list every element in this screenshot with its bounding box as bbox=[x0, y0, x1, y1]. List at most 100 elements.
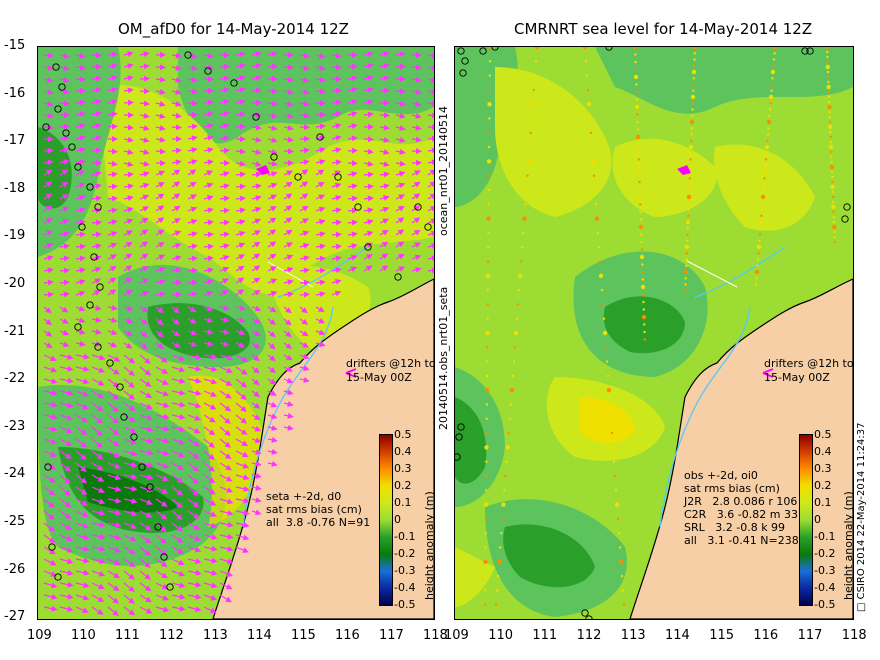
current-arrow bbox=[187, 438, 200, 447]
current-arrow bbox=[251, 161, 262, 167]
altimeter-point bbox=[830, 170, 834, 174]
current-arrow bbox=[363, 87, 374, 93]
current-arrow bbox=[219, 570, 234, 577]
current-arrow bbox=[267, 63, 278, 70]
x-tick-label: 113 bbox=[620, 628, 646, 643]
current-arrow bbox=[91, 195, 102, 202]
current-arrow bbox=[395, 182, 406, 189]
altimeter-point bbox=[504, 474, 507, 478]
current-arrow bbox=[315, 255, 326, 262]
current-arrow bbox=[315, 194, 326, 200]
altimeter-point bbox=[828, 115, 831, 119]
current-arrow bbox=[219, 219, 230, 226]
colorbar-tick-label: -0.3 bbox=[814, 564, 836, 577]
current-arrow bbox=[379, 63, 390, 70]
altimeter-point bbox=[693, 64, 696, 67]
observation-circle bbox=[160, 553, 168, 561]
right-map-title: CMRNRT sea level for 14-May-2014 12Z bbox=[514, 20, 813, 38]
altimeter-point bbox=[499, 546, 502, 549]
current-arrow bbox=[123, 546, 136, 555]
altimeter-point bbox=[685, 219, 691, 225]
current-arrow bbox=[363, 111, 374, 118]
current-arrow bbox=[203, 534, 218, 540]
altimeter-point bbox=[692, 89, 695, 92]
current-arrow bbox=[75, 64, 86, 71]
current-arrow bbox=[123, 195, 134, 202]
current-arrow bbox=[171, 462, 185, 471]
current-arrow bbox=[331, 111, 342, 118]
current-arrow bbox=[107, 426, 120, 436]
current-arrow bbox=[171, 438, 186, 445]
current-arrow bbox=[123, 161, 134, 167]
current-arrow bbox=[395, 253, 405, 260]
current-arrow bbox=[251, 218, 262, 225]
altimeter-point bbox=[585, 74, 589, 77]
current-arrow bbox=[107, 183, 118, 190]
current-arrow bbox=[267, 206, 277, 212]
altimeter-point bbox=[634, 53, 637, 56]
colorbar-tick-label: -0.2 bbox=[394, 547, 416, 560]
current-arrow bbox=[75, 582, 90, 588]
current-arrow bbox=[75, 353, 90, 360]
colorbar-tick-label: -0.1 bbox=[814, 530, 836, 543]
current-arrow bbox=[219, 450, 232, 460]
current-arrow bbox=[299, 205, 309, 212]
altimeter-point bbox=[828, 120, 832, 124]
current-arrow bbox=[427, 230, 434, 237]
current-arrow bbox=[283, 170, 293, 176]
current-arrow bbox=[155, 570, 169, 579]
x-tick-label: 111 bbox=[532, 628, 558, 643]
current-arrow bbox=[235, 450, 249, 458]
altimeter-point bbox=[766, 139, 769, 142]
observation-circle bbox=[78, 223, 86, 231]
current-arrow bbox=[267, 290, 278, 297]
altimeter-point bbox=[616, 517, 620, 521]
current-arrow bbox=[283, 205, 293, 212]
current-arrow bbox=[59, 181, 69, 188]
altimeter-point bbox=[765, 152, 768, 155]
current-arrow bbox=[59, 218, 70, 225]
current-arrow bbox=[75, 182, 86, 189]
current-arrow bbox=[187, 474, 199, 485]
current-arrow bbox=[187, 581, 202, 588]
altimeter-point bbox=[610, 445, 616, 450]
current-arrow bbox=[187, 450, 200, 460]
altimeter-point bbox=[635, 134, 641, 140]
current-arrow bbox=[235, 546, 249, 553]
current-arrow bbox=[283, 136, 294, 143]
colorbar-tick-label: -0.2 bbox=[814, 547, 836, 560]
altimeter-point bbox=[534, 47, 540, 50]
altimeter-point bbox=[606, 374, 610, 378]
current-arrow bbox=[203, 462, 215, 472]
current-arrow bbox=[139, 171, 150, 177]
current-arrow bbox=[219, 558, 234, 565]
current-arrow bbox=[107, 75, 118, 81]
current-arrow bbox=[123, 230, 133, 236]
current-arrow bbox=[219, 509, 234, 516]
current-arrow bbox=[43, 462, 57, 470]
altimeter-point bbox=[532, 88, 535, 92]
observation-circle bbox=[843, 203, 851, 211]
current-arrow bbox=[123, 390, 135, 400]
current-arrow bbox=[171, 486, 184, 496]
altimeter-point bbox=[486, 159, 492, 164]
altimeter-point bbox=[513, 330, 519, 336]
current-arrow bbox=[139, 474, 154, 480]
altimeter-point bbox=[496, 574, 500, 578]
current-arrow bbox=[251, 75, 262, 82]
current-arrow bbox=[91, 366, 105, 373]
current-arrow bbox=[107, 304, 118, 311]
altimeter-point bbox=[528, 145, 531, 149]
altimeter-point bbox=[637, 150, 640, 154]
current-arrow bbox=[155, 217, 165, 224]
current-arrow bbox=[43, 413, 58, 420]
current-arrow bbox=[203, 390, 217, 397]
altimeter-point bbox=[641, 314, 647, 320]
left-map bbox=[37, 46, 435, 620]
observation-circle bbox=[230, 79, 238, 87]
current-arrow bbox=[75, 414, 88, 423]
altimeter-point bbox=[486, 288, 490, 292]
anomaly-north-low bbox=[595, 47, 853, 114]
current-arrow bbox=[59, 450, 72, 459]
altimeter-point bbox=[634, 68, 637, 71]
